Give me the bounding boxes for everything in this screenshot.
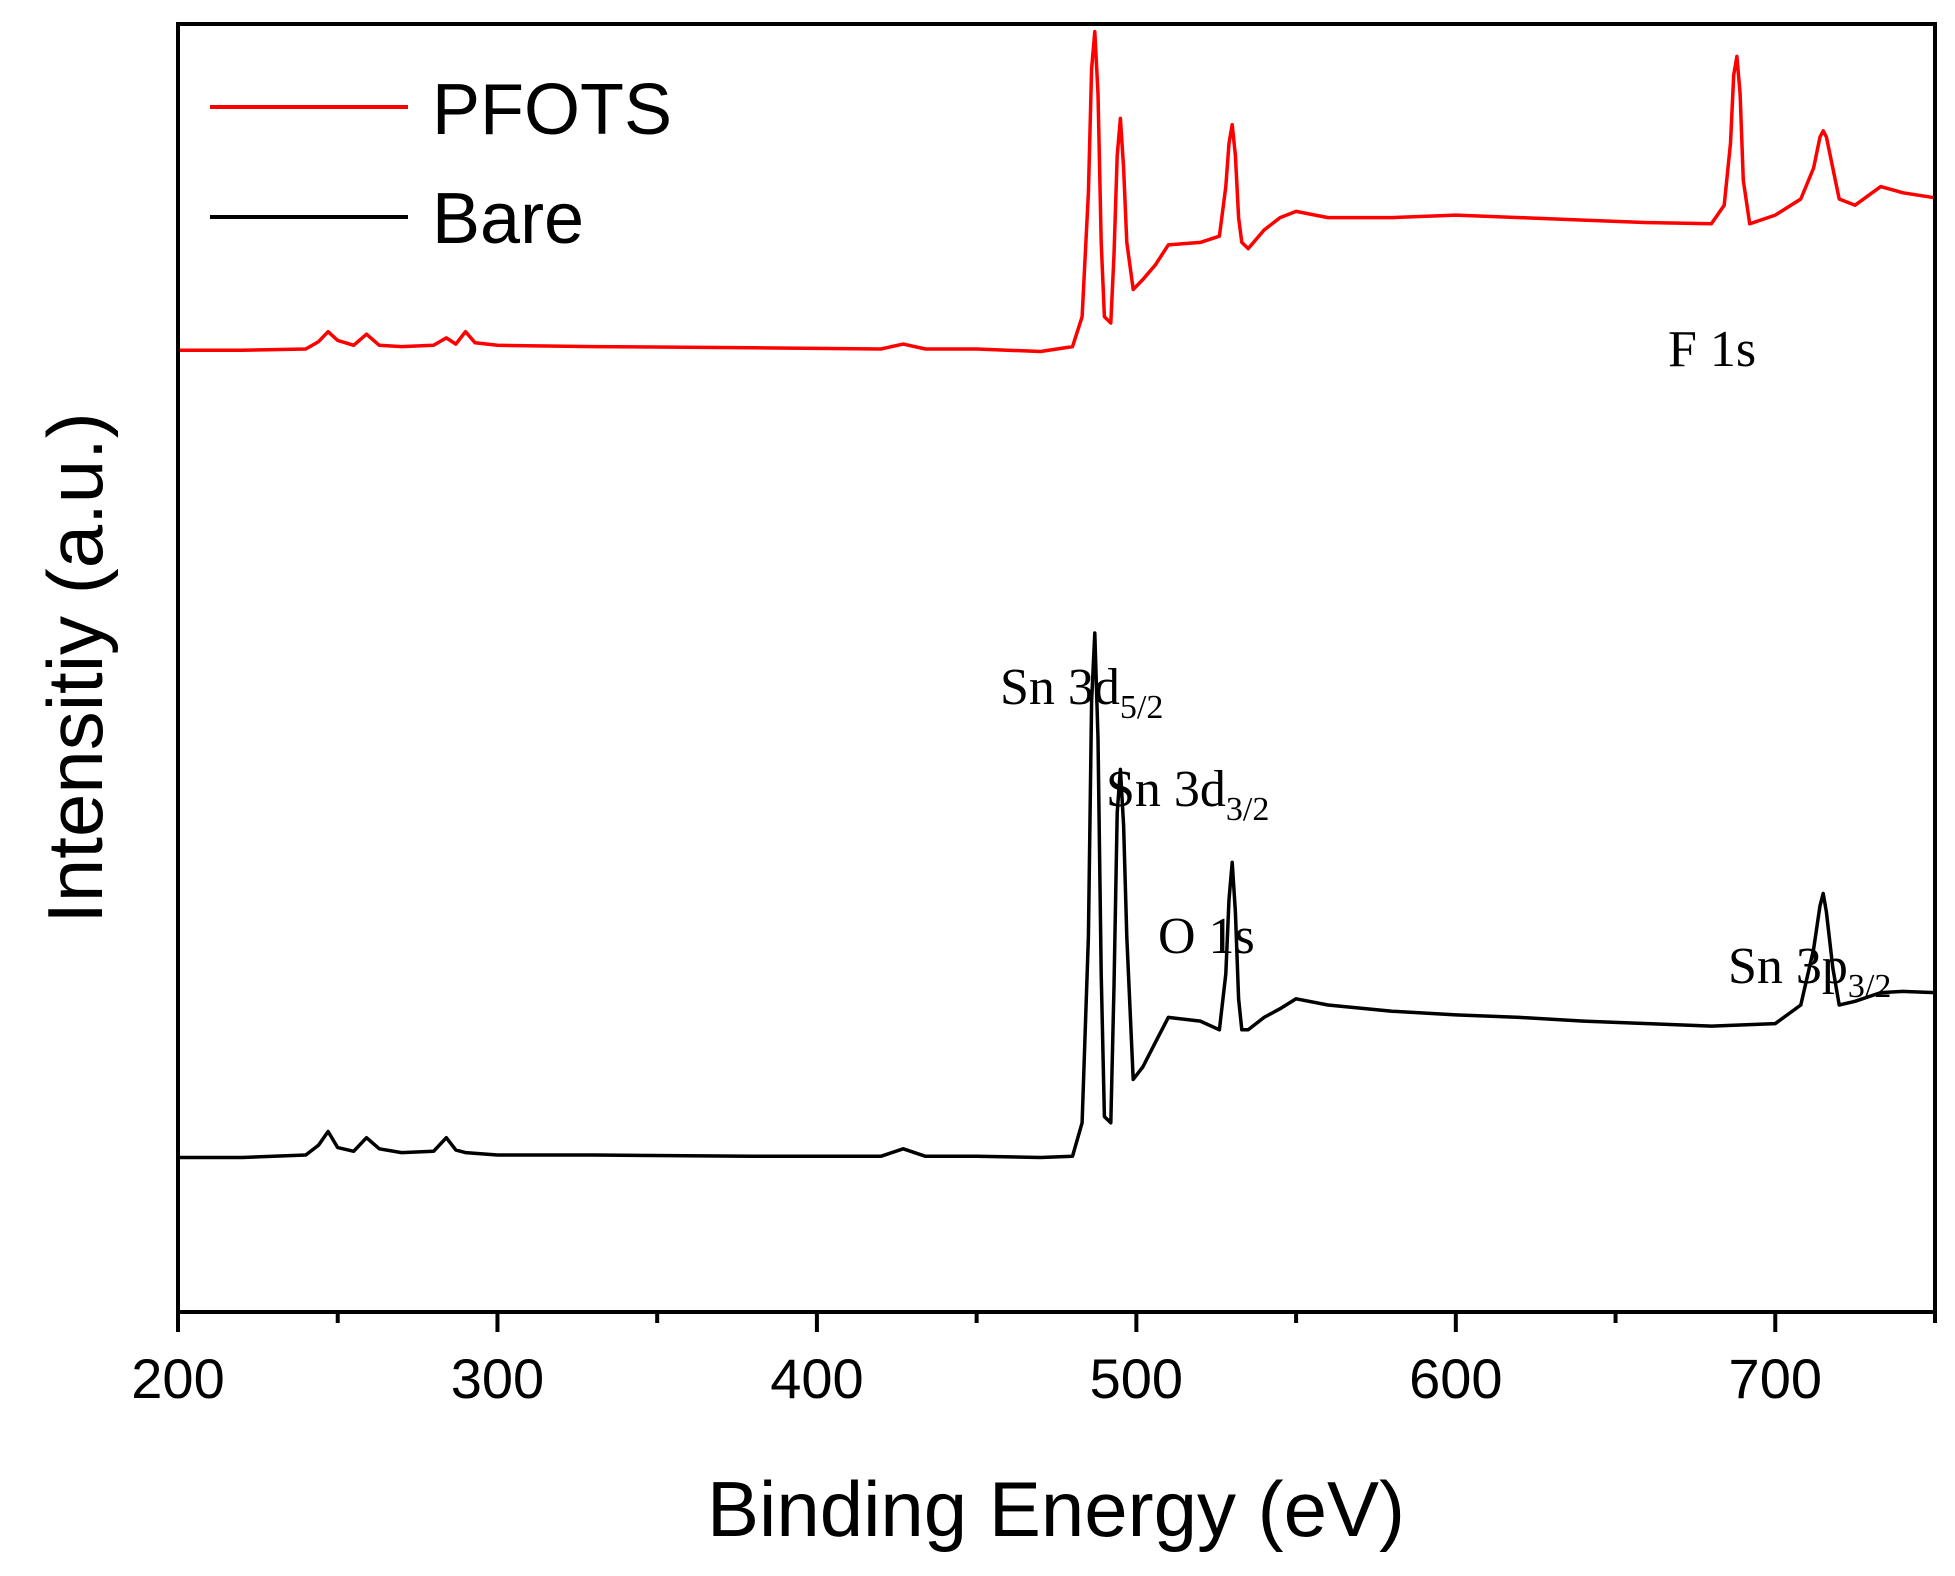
x-tick-label: 600: [1409, 1347, 1502, 1410]
x-tick-label: 400: [770, 1347, 863, 1410]
legend-label-pfots: PFOTS: [432, 70, 672, 150]
peak-label-sn-3d32: Sn 3d3/2: [1106, 761, 1269, 828]
y-axis-title: Intensitiy (a.u.): [31, 412, 119, 924]
peak-label-f-1s: F 1s: [1668, 321, 1756, 378]
plot-frame: [176, 22, 1937, 1314]
series-line-pfots: [178, 29, 1936, 354]
x-tick-label: 300: [451, 1347, 544, 1410]
x-tick-label: 500: [1090, 1347, 1183, 1410]
legend-label-bare: Bare: [432, 179, 584, 259]
peak-label-o-1s: O 1s: [1158, 908, 1255, 965]
x-tick-label: 200: [131, 1347, 224, 1410]
peak-annotations: Sn 3d5/2 Sn 3d3/2 O 1s Sn 3p3/2 F 1s: [1000, 321, 1891, 1005]
peak-label-sn-3d52: Sn 3d5/2: [1000, 659, 1163, 726]
series-line-bare: [178, 631, 1936, 1160]
legend-entry-pfots: PFOTS: [210, 70, 672, 150]
peak-label-sn-3p32: Sn 3p3/2: [1728, 938, 1891, 1005]
x-axis-title: Binding Energy (eV): [707, 1465, 1405, 1553]
series-layer: [178, 29, 1936, 1160]
legend: PFOTS Bare: [210, 70, 672, 259]
legend-entry-bare: Bare: [210, 179, 584, 259]
x-tick-label: 700: [1729, 1347, 1822, 1410]
x-axis-ticks: 200 300 400 500 600 700: [131, 1312, 1937, 1410]
